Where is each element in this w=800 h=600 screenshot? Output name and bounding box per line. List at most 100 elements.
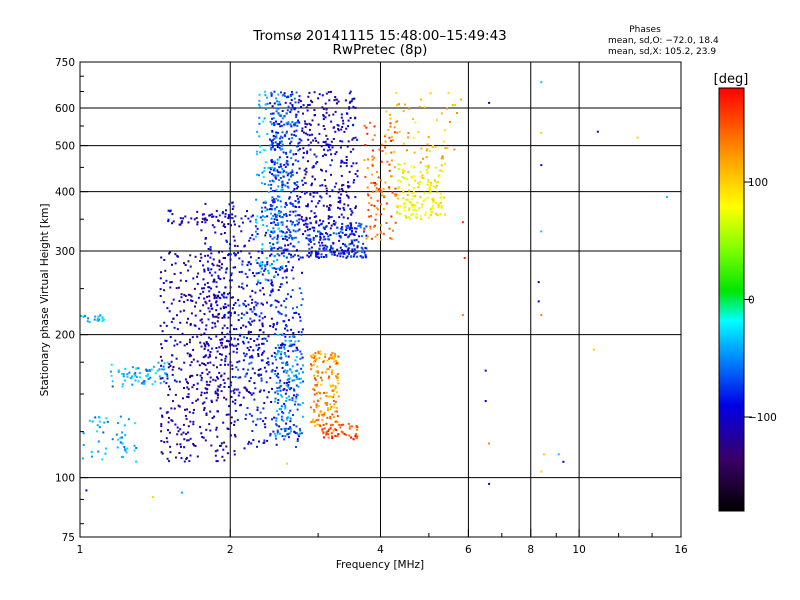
data-point [167,394,170,396]
data-point [298,287,301,290]
data-point [344,234,347,236]
data-point [196,360,199,363]
data-point [204,202,207,205]
data-point [301,271,303,274]
data-point [265,231,268,234]
data-point [168,385,170,388]
data-point [270,222,273,225]
data-point [161,347,163,350]
data-point [299,429,302,432]
data-point [372,190,374,193]
data-point [397,167,400,170]
data-point [401,176,404,178]
data-point [426,184,429,186]
data-point [327,222,330,225]
data-point [420,218,423,221]
data-point [134,374,137,377]
data-point [389,125,392,128]
data-point [261,273,264,276]
data-point [214,379,217,382]
data-point [278,179,281,182]
data-point [331,351,334,354]
data-point [231,343,234,346]
data-point [290,140,293,143]
data-point [278,195,281,198]
data-point [355,162,358,165]
data-point [412,118,414,120]
x-tick-label: 6 [465,544,472,556]
data-point [231,217,234,220]
data-point [172,400,174,403]
data-point [157,361,160,364]
data-point [290,295,292,298]
data-point [282,320,285,323]
data-point [278,267,281,270]
data-point [266,357,269,360]
data-point [215,296,218,299]
data-point [178,380,181,383]
data-point [341,226,344,229]
data-point [267,361,270,363]
data-point [227,316,230,319]
data-point [216,320,219,323]
data-point [205,341,208,343]
data-point [263,350,266,353]
data-point [284,430,287,433]
data-point [264,264,267,267]
data-point [216,449,219,452]
data-point [296,377,299,380]
data-point [291,289,294,292]
data-point [291,397,294,400]
data-point [133,449,136,452]
data-point [297,340,300,342]
data-point [294,230,297,233]
data-point [276,234,279,237]
y-tick-label: 75 [62,532,75,544]
data-point [397,205,400,207]
data-point [248,362,251,365]
data-point [257,369,260,371]
data-point [293,182,296,185]
data-point [245,413,248,416]
data-point [327,235,330,238]
data-point [283,347,286,350]
data-point [280,283,283,286]
data-point [266,261,269,264]
data-point [273,90,276,93]
data-point [261,215,264,218]
data-point [189,294,192,297]
data-point [284,369,287,372]
data-point [291,137,294,140]
data-point [339,230,342,233]
data-point [173,407,176,410]
data-point [269,112,272,115]
data-point [347,196,350,199]
x-tick-label: 2 [227,544,234,556]
data-point [281,188,284,191]
data-point [410,165,413,168]
data-point [202,304,205,307]
data-point [284,306,287,309]
data-point [332,396,335,399]
data-point [318,230,321,233]
data-point [295,375,298,378]
data-point [304,173,307,176]
data-point [271,161,273,164]
data-point [220,442,223,445]
data-point [403,177,406,180]
data-point [307,238,310,240]
data-point [124,434,127,437]
data-point [200,345,203,348]
data-point [255,283,258,286]
data-point [432,199,435,202]
data-point [200,379,203,382]
data-point [384,146,387,149]
data-point [248,413,251,416]
data-point [209,376,212,379]
data-point [235,366,238,369]
data-point [270,159,273,162]
data-point [342,122,345,125]
data-point [315,406,318,409]
data-point [270,212,272,215]
data-point [211,224,214,227]
